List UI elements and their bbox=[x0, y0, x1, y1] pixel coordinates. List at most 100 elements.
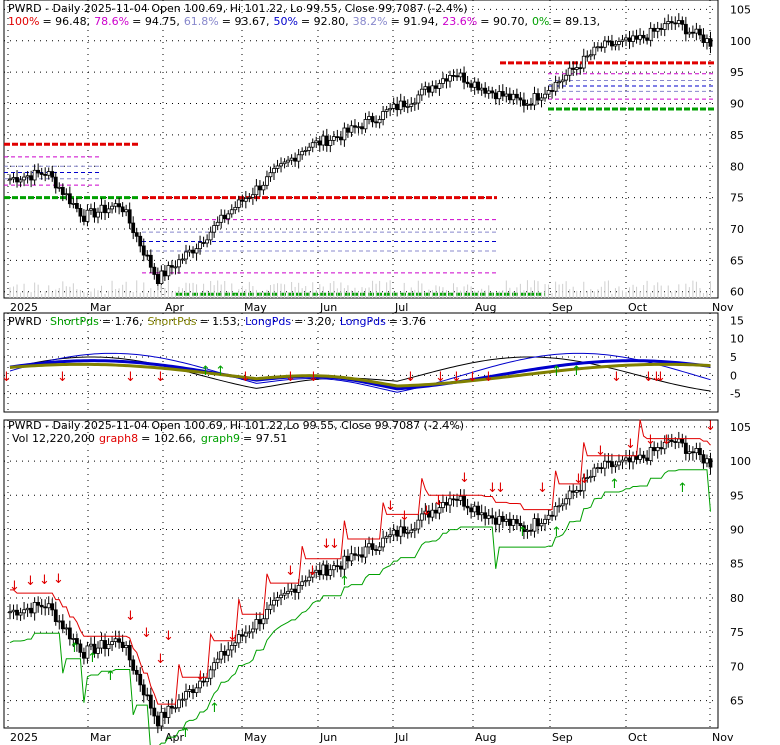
price-p3-candle bbox=[60, 620, 65, 630]
price-p1-candle bbox=[631, 35, 635, 42]
price-p1-candle bbox=[564, 74, 569, 81]
price-p3-candle bbox=[99, 640, 104, 649]
price-p1-candle bbox=[514, 93, 519, 99]
x-tick-label: Mar bbox=[90, 301, 111, 314]
price-p1-candle bbox=[8, 178, 12, 181]
price-p3-candle bbox=[412, 528, 417, 531]
price-p1-candle bbox=[99, 204, 104, 213]
price-p1-candle bbox=[659, 27, 664, 30]
y-tick-label-p2: -5 bbox=[730, 388, 741, 401]
price-p3-candle bbox=[557, 505, 562, 508]
graph8-line bbox=[10, 419, 711, 705]
price-p1-candle bbox=[624, 37, 628, 41]
up-arrow: ↑ bbox=[180, 726, 191, 741]
price-p3-candle bbox=[117, 638, 122, 643]
down-arrow: ↓ bbox=[645, 433, 656, 448]
price-p3-candle bbox=[546, 514, 551, 520]
price-p1-candle bbox=[458, 72, 463, 78]
price-p1-candle bbox=[472, 81, 477, 88]
price-p3-candle bbox=[307, 576, 312, 582]
price-p3-candle bbox=[648, 447, 653, 461]
panel-frame-2 bbox=[3, 312, 719, 413]
price-p3-candle bbox=[441, 502, 445, 509]
price-p3-candle bbox=[641, 454, 646, 459]
price-p3-candle bbox=[113, 638, 118, 642]
price-p3-candle bbox=[377, 546, 382, 551]
price-p1-candle bbox=[247, 196, 252, 199]
price-p1-candle bbox=[22, 176, 26, 181]
price-p3-candle bbox=[426, 510, 431, 518]
price-p1-candle bbox=[683, 23, 688, 35]
price-p1-candle bbox=[117, 203, 122, 208]
price-p3-candle bbox=[564, 498, 569, 505]
price-p3-candle bbox=[543, 518, 547, 524]
price-p1-candle bbox=[462, 72, 466, 83]
price-p3-candle bbox=[71, 638, 76, 640]
price-p3-candle bbox=[300, 581, 305, 586]
down-arrow: ↓ bbox=[308, 370, 319, 385]
price-p1-candle bbox=[321, 135, 326, 146]
up-arrow: ↑ bbox=[571, 364, 582, 379]
x-tick-label: Mar bbox=[90, 731, 111, 744]
chart-title-p2: PWRD bbox=[8, 315, 42, 328]
down-arrow: ↓ bbox=[9, 579, 20, 594]
price-p1-candle bbox=[493, 92, 498, 100]
price-p3-candle bbox=[46, 603, 51, 609]
price-p3-candle bbox=[89, 643, 93, 647]
down-arrow: ↓ bbox=[39, 573, 50, 588]
price-p3-candle bbox=[155, 715, 160, 727]
down-arrow: ↓ bbox=[655, 370, 666, 385]
price-p1-candle bbox=[662, 23, 667, 30]
price-p1-candle bbox=[374, 121, 378, 124]
price-p1-candle bbox=[687, 31, 692, 35]
price-p1-candle bbox=[113, 203, 118, 207]
price-p1-candle bbox=[532, 93, 537, 106]
price-p1-candle bbox=[479, 87, 484, 91]
price-p1-candle bbox=[405, 106, 410, 108]
price-p1-candle bbox=[451, 75, 456, 77]
price-p1-candle bbox=[529, 103, 533, 106]
price-p1-candle bbox=[250, 194, 255, 198]
price-p1-candle bbox=[152, 266, 157, 275]
price-p1-candle bbox=[212, 225, 217, 233]
price-p1-candle bbox=[648, 27, 653, 41]
price-p1-candle bbox=[279, 163, 283, 167]
x-tick-label: Aug bbox=[475, 731, 496, 744]
down-arrow: ↓ bbox=[643, 370, 654, 385]
price-p1-candle bbox=[409, 103, 414, 107]
price-p1-candle bbox=[412, 102, 417, 105]
price-p1-candle bbox=[634, 35, 639, 40]
price-p1-candle bbox=[198, 242, 202, 250]
legend-series-value: = 97.51 bbox=[243, 432, 287, 445]
price-p1-candle bbox=[64, 193, 69, 196]
price-p1-candle bbox=[173, 266, 178, 269]
price-p1-candle bbox=[60, 186, 65, 195]
price-p3-candle bbox=[324, 564, 329, 576]
price-p1-candle bbox=[353, 125, 357, 128]
price-p3-candle bbox=[599, 467, 604, 470]
y-tick-label-p2: 5 bbox=[730, 351, 737, 364]
price-p1-candle bbox=[553, 81, 558, 92]
price-p3-candle bbox=[194, 687, 199, 694]
price-p1-candle bbox=[328, 139, 333, 146]
price-p1-candle bbox=[346, 127, 350, 133]
price-p3-candle bbox=[74, 638, 79, 645]
price-p3-candle bbox=[409, 529, 414, 534]
price-p3-candle bbox=[560, 503, 565, 507]
price-p1-candle bbox=[215, 221, 220, 226]
x-tick-label: Jun bbox=[319, 731, 337, 744]
y-tick-label-p1: 90 bbox=[730, 98, 744, 111]
price-p3-candle bbox=[356, 554, 361, 557]
price-p3-candle bbox=[631, 455, 635, 463]
price-p1-candle bbox=[67, 193, 72, 205]
down-arrow: ↓ bbox=[155, 652, 166, 667]
price-p3-candle bbox=[346, 555, 350, 562]
price-p1-candle bbox=[194, 248, 199, 254]
price-p1-candle bbox=[141, 245, 146, 256]
down-arrow: ↓ bbox=[495, 481, 506, 496]
price-p1-candle bbox=[335, 136, 340, 139]
price-p1-candle bbox=[490, 90, 495, 94]
price-p3-candle bbox=[423, 510, 428, 515]
price-p1-candle bbox=[131, 222, 136, 234]
price-p1-candle bbox=[585, 55, 590, 58]
